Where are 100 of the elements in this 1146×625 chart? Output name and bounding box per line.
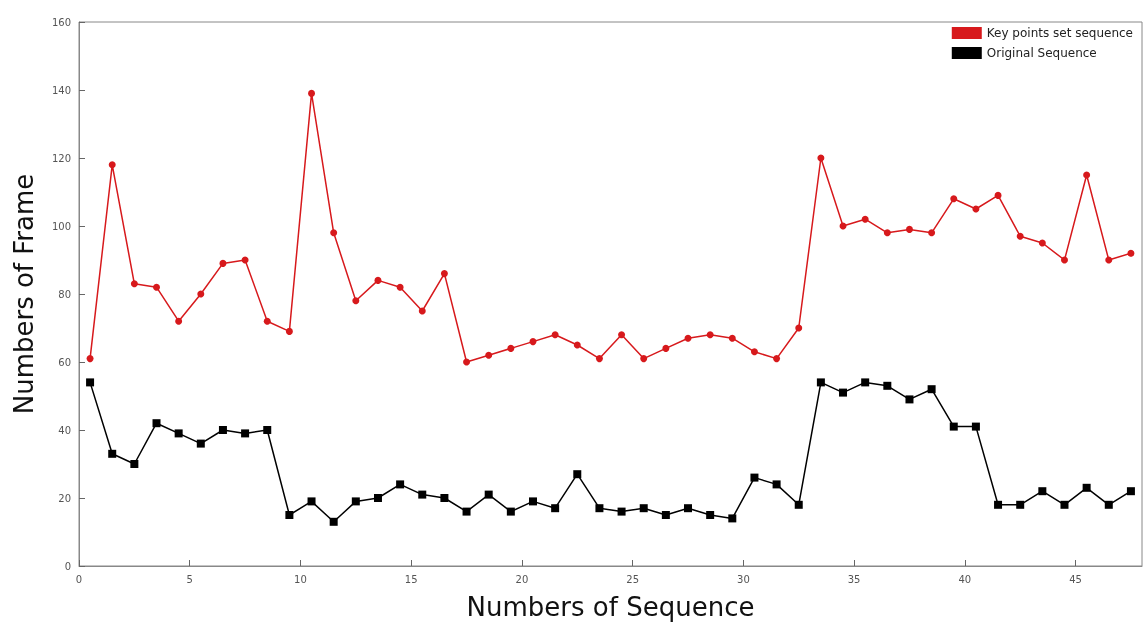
point — [1104, 500, 1113, 509]
point — [618, 331, 626, 339]
point — [905, 225, 913, 233]
x-tick-label: 40 — [958, 573, 972, 585]
point — [152, 419, 161, 428]
point — [462, 507, 471, 516]
x-tick-label: 35 — [847, 573, 861, 585]
point — [994, 191, 1002, 199]
point — [772, 480, 781, 489]
point — [950, 195, 958, 203]
point — [1038, 487, 1047, 496]
point — [595, 504, 604, 513]
point — [971, 422, 980, 431]
legend-label: Original Sequence — [986, 46, 1097, 60]
x-tick-label: 25 — [626, 573, 640, 585]
point — [750, 473, 759, 482]
point — [706, 511, 715, 519]
x-tick-label: 20 — [515, 573, 529, 585]
point — [130, 280, 138, 288]
point — [330, 229, 338, 237]
point — [795, 324, 803, 332]
point — [108, 161, 116, 169]
point — [1016, 232, 1024, 240]
point — [396, 283, 404, 291]
point — [86, 355, 94, 363]
point — [485, 351, 493, 359]
point — [639, 504, 648, 513]
point — [241, 429, 250, 438]
point — [662, 344, 670, 352]
x-tick-label: 5 — [186, 573, 193, 585]
point — [640, 355, 648, 363]
point — [285, 327, 293, 335]
point — [529, 338, 537, 346]
point — [728, 514, 737, 523]
point — [351, 497, 360, 506]
x-tick-label: 15 — [404, 573, 418, 585]
point — [196, 439, 205, 448]
point — [1083, 171, 1091, 179]
point — [706, 331, 714, 339]
point — [883, 381, 892, 390]
point — [773, 355, 781, 363]
y-tick-label: 20 — [58, 492, 71, 504]
y-tick-label: 160 — [51, 16, 71, 28]
point — [728, 334, 736, 342]
point — [861, 378, 870, 387]
x-tick-label: 45 — [1069, 573, 1082, 585]
y-tick-label: 0 — [64, 560, 71, 572]
point — [1105, 256, 1113, 264]
point — [197, 290, 205, 298]
point — [994, 500, 1003, 509]
y-tick-label: 80 — [58, 288, 71, 300]
y-tick-label: 120 — [51, 152, 71, 164]
point — [263, 317, 271, 325]
point — [307, 497, 316, 506]
point — [329, 517, 338, 526]
point — [816, 378, 825, 387]
y-axis-title: Numbers of Frame — [9, 173, 39, 415]
point — [396, 480, 405, 489]
point — [573, 341, 581, 349]
y-tick-label: 40 — [58, 424, 71, 436]
point — [1082, 483, 1091, 492]
point — [374, 276, 382, 284]
y-tick-label: 60 — [58, 356, 71, 368]
point — [684, 504, 693, 513]
point — [463, 358, 471, 366]
y-tick-label: 140 — [51, 84, 71, 96]
point — [883, 229, 891, 237]
point — [218, 426, 227, 434]
point — [373, 494, 382, 502]
point — [440, 270, 448, 278]
point — [839, 388, 848, 397]
point — [595, 355, 603, 363]
legend-label: Key points set sequence — [986, 26, 1134, 40]
point — [528, 497, 537, 506]
point — [573, 470, 582, 479]
x-tick-label: 0 — [75, 573, 83, 585]
x-tick-label: 30 — [737, 573, 750, 585]
point — [1061, 256, 1068, 264]
point — [506, 507, 515, 516]
point — [86, 378, 95, 387]
point — [219, 259, 227, 267]
point — [928, 229, 936, 237]
y-tick-label: 100 — [51, 220, 71, 232]
point — [617, 507, 626, 516]
point — [1127, 249, 1135, 257]
point — [308, 89, 316, 97]
point — [263, 426, 272, 434]
point — [750, 348, 758, 356]
point — [130, 460, 139, 468]
point — [661, 511, 670, 519]
point — [551, 504, 560, 513]
point — [440, 494, 449, 502]
x-axis-title: Numbers of Sequence — [466, 592, 755, 622]
point — [153, 283, 161, 291]
point — [484, 490, 493, 499]
point — [1038, 239, 1046, 247]
x-tick-label: 10 — [294, 573, 307, 585]
point — [794, 500, 803, 509]
point — [174, 429, 183, 438]
point — [949, 422, 958, 431]
